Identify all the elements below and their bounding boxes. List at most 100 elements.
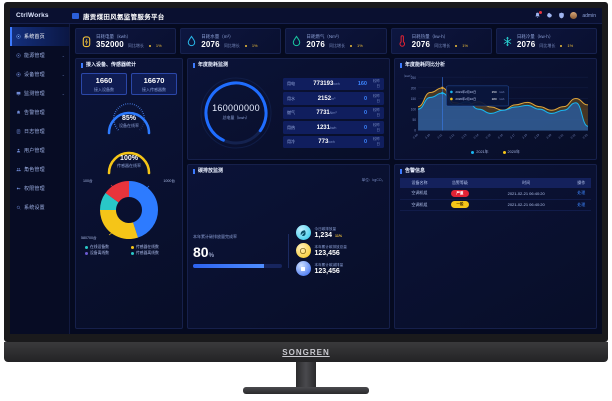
yoy-area-chart[interactable]: 0 50 100 150 200 250 （kwh） 2-09 2-10 2-11 2-12 2-13… [400, 71, 591, 149]
leaf-icon [295, 225, 311, 240]
svg-text:150: 150 [411, 97, 417, 101]
carbon-progress-fill [193, 263, 264, 268]
panel-title: 告警信息 [400, 169, 591, 174]
status-badge: 严重 [451, 189, 469, 197]
gauge-value: 100% [120, 155, 138, 162]
sidebar-label: 系统首页 [24, 34, 45, 40]
monitor-chin: SONGREN [4, 342, 608, 362]
kpi-delta: 1% [567, 42, 574, 48]
carbon-unit-note: 单位：kgCO₂ [361, 178, 383, 182]
energy-compare: 160 [357, 81, 367, 87]
kpi-card-gas[interactable]: 日耗燃气（Nm³） 2076 同比增长 1% [285, 28, 387, 54]
svg-text:250: 250 [411, 76, 417, 80]
kpi-label: 日耗冷量（kw·h） [516, 33, 554, 39]
table-row[interactable]: 空调机组 一般 2021-02-21 06:40:20 处理 [400, 199, 591, 211]
svg-text:2-09: 2-09 [412, 133, 419, 140]
carbon-progress: 本年累计碳排放量完成率 80% [193, 233, 289, 268]
carbon-percent: 80% [193, 244, 282, 260]
carbon-stat: 本年累计碳排放总量 123,456 [295, 243, 385, 258]
sidebar-item-monitor[interactable]: 监测管理 ⌄ [10, 84, 69, 103]
kpi-label: 日耗水量（m³） [201, 33, 234, 39]
sensor-count-label: 接入传感器数 [142, 87, 166, 92]
kpi-trend-dot [244, 44, 247, 47]
shield-icon[interactable] [558, 12, 565, 19]
home-icon [16, 34, 21, 39]
carbon-stats: 今日碳排放量 1,234 11% [289, 225, 385, 276]
energy-number: 2152 [317, 95, 332, 102]
energy-compare-label: 较昨日 [372, 93, 380, 103]
energy-body: 160000000 总电量（kwh） 用电 773193kwh [193, 71, 384, 155]
chart-legend: 2021年 2020年 [400, 149, 591, 155]
sidebar-item-permission[interactable]: 权限管理 [10, 179, 69, 198]
table-row[interactable]: 空调机组 严重 2021-02-21 06:40:20 处理 [400, 188, 591, 200]
sidebar-item-device[interactable]: 设备管理 ⌄ [10, 65, 69, 84]
kpi-text: 日耗燃气（Nm³） 2076 同比增长 1% [306, 34, 362, 49]
kpi-card-electricity[interactable]: 日耗电量（kwh） 352000 同比增长 1% [75, 28, 177, 54]
gauge-value: 85% [121, 115, 136, 122]
svg-text:2-13: 2-13 [460, 133, 467, 140]
menu-icon[interactable] [72, 12, 79, 19]
role-icon [16, 167, 21, 172]
alarm-level-cell: 一般 [439, 199, 481, 211]
heat-icon [397, 34, 408, 48]
sidebar-label: 能源管理 [24, 53, 45, 59]
kpi-card-cold[interactable]: 日耗冷量（kw·h） 2076 同比增长 1% [495, 28, 598, 54]
carbon-progress-bar [193, 263, 282, 268]
battery-icon [81, 35, 92, 48]
alarm-header-row: 设备名称 告警等级 时间 操作 [400, 178, 591, 188]
alarm-col-device: 设备名称 [400, 178, 439, 188]
kpi-delta: 1% [155, 42, 162, 48]
svg-text:2020年2月10日: 2020年2月10日 [455, 96, 476, 101]
legend-item: 传感器离线数 [131, 251, 173, 256]
sidebar: 系统首页 能源管理 ⌄ 设备管理 ⌄ 监测管 [10, 24, 70, 334]
sidebar-item-log[interactable]: 日志管理 [10, 122, 69, 141]
kpi-card-heat[interactable]: 日耗热量（kw·h） 2076 同比增长 1% [390, 28, 492, 54]
svg-text:150: 150 [492, 90, 497, 94]
device-count-value: 1660 [95, 76, 113, 85]
energy-compare-label: 较昨日 [372, 79, 380, 88]
alarm-time: 2021-02-21 06:40:20 [480, 199, 572, 211]
alarm-handle-link[interactable]: 处理 [577, 201, 586, 207]
app-logo: CtrlWorks [16, 12, 49, 19]
legend-label: 设备离线数 [90, 251, 109, 255]
sidebar-item-user[interactable]: 用户管理 [10, 141, 69, 160]
gauge-blue: 85% 设备在线率 [101, 98, 157, 138]
sidebar-item-energy[interactable]: 能源管理 ⌄ [10, 46, 69, 65]
legend-label: 传感器离线数 [136, 251, 159, 255]
legend-item[interactable]: 2021年 [471, 150, 489, 155]
kpi-line: 2076 同比增长 1% [517, 40, 573, 49]
key-icon [16, 186, 21, 191]
sidebar-item-settings[interactable]: 系统设置 [10, 198, 69, 217]
energy-name: 燃气 [287, 110, 295, 115]
kpi-label: 日耗电量（kwh） [96, 33, 132, 39]
kpi-card-water[interactable]: 日耗水量（m³） 2076 同比增长 1% [180, 28, 282, 54]
legend-dot [131, 252, 134, 255]
carbon-stat-value: 123,456 [315, 250, 347, 257]
energy-row: 用水 2152m³ 0 较昨日 [283, 92, 384, 105]
sidebar-label: 系统设置 [24, 205, 45, 211]
energy-name: 用电 [287, 81, 295, 86]
gear-icon[interactable] [546, 12, 553, 19]
bell-icon[interactable] [534, 11, 543, 19]
sidebar-item-home[interactable]: 系统首页 [10, 27, 69, 46]
svg-text:kwh: kwh [500, 90, 505, 94]
energy-name: 用水 [287, 95, 295, 101]
energy-compare: 0 [363, 95, 367, 102]
alarm-op-cell: 处理 [571, 188, 591, 200]
energy-icon [16, 53, 21, 58]
alarm-handle-link[interactable]: 处理 [577, 190, 586, 196]
cold-icon [502, 35, 513, 48]
donut-callout-bottom-left: 580700台 [81, 236, 97, 240]
panel-energy-monitor: 年度能耗监测 160 [187, 58, 390, 160]
svg-text:（kwh）: （kwh） [402, 74, 413, 78]
chevron-down-icon: ⌄ [61, 72, 65, 77]
sidebar-item-role[interactable]: 角色管理 [10, 160, 69, 179]
page-title: 唐贡煤田风氨监管服务平台 [83, 13, 165, 21]
legend-item[interactable]: 2020年 [502, 150, 520, 155]
carbon-stat-label: 本年累计碳排放总量 [314, 244, 347, 249]
panel-title: 碳排放监测 [193, 169, 384, 174]
sidebar-item-alarm[interactable]: 告警管理 [10, 103, 69, 122]
donut-callout-top-left: 100台 [83, 179, 93, 183]
avatar[interactable] [570, 12, 578, 19]
